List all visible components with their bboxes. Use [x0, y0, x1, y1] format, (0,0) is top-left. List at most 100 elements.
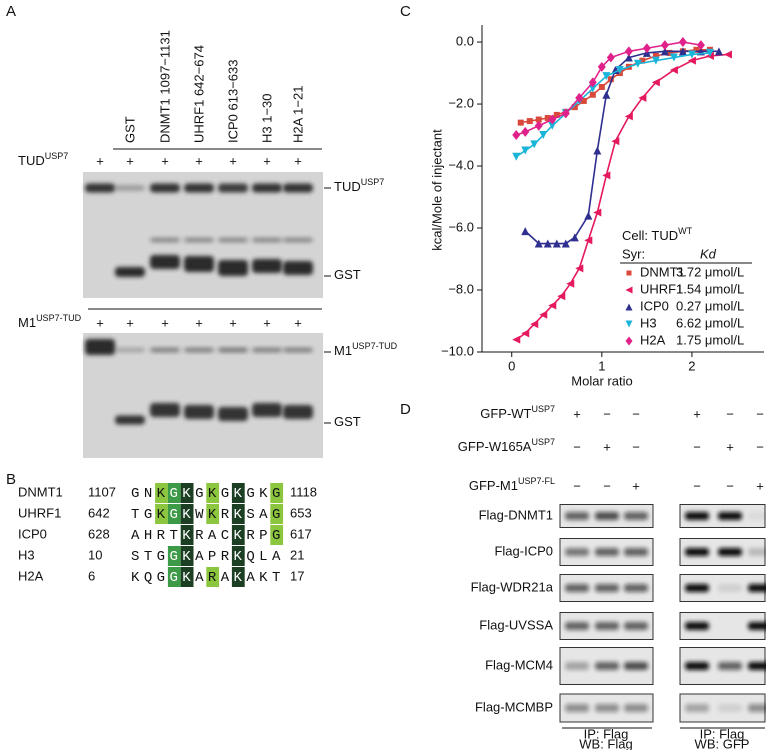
fit-line [520, 48, 710, 124]
gel-band [115, 347, 145, 353]
residue: K [234, 528, 247, 544]
residue: G [157, 570, 170, 586]
sign: − [693, 478, 701, 493]
panel-label: B [6, 471, 16, 488]
legend-kd: 6.62 μmol/L [676, 315, 744, 330]
residue: L [259, 549, 272, 565]
data-point [624, 46, 633, 57]
blot-band [595, 622, 619, 630]
band-label-main: TUD [334, 179, 361, 194]
footer-ip: IP: Flag [584, 726, 629, 741]
gel-band [150, 403, 180, 417]
gel-band [218, 237, 248, 243]
blot-band [624, 622, 648, 630]
sign: + [195, 315, 203, 330]
residue: A [195, 549, 208, 565]
data-point [693, 46, 700, 53]
gel-band [252, 183, 282, 193]
legend-marker [625, 303, 633, 311]
blot-band [595, 662, 619, 670]
residue: G [272, 486, 285, 502]
row-label-main: TUD [18, 153, 45, 168]
residue: K [259, 486, 272, 502]
legend-kd: 0.27 μmol/L [676, 298, 744, 313]
residue: A [195, 570, 208, 586]
legend-title-sup: WT [678, 226, 692, 236]
residue: A [246, 570, 259, 586]
sign: + [96, 315, 104, 330]
blot-band [595, 584, 619, 592]
data-point [512, 130, 521, 141]
blot-band [748, 548, 766, 556]
residue: A [221, 570, 234, 586]
data-point [642, 43, 651, 54]
data-point [517, 119, 524, 126]
sign: + [96, 153, 104, 168]
gel-band [218, 347, 248, 353]
residue: G [221, 486, 234, 502]
blot-band [685, 548, 709, 556]
data-point [678, 47, 687, 56]
gel-band [184, 183, 214, 193]
panel-label: A [6, 3, 16, 20]
protein-name: H3 [18, 547, 35, 562]
construct-label-sup: USP7 [531, 437, 555, 447]
gel-band [283, 405, 313, 419]
data-point [534, 239, 543, 248]
gel-band [150, 183, 180, 193]
start-residue: 1107 [88, 484, 116, 499]
gel-band [283, 261, 313, 275]
sequence: GNKGKGKGKGKG [131, 486, 285, 502]
data-point [723, 50, 732, 59]
blot-band [748, 704, 766, 712]
legend-marker [625, 286, 633, 294]
data-point [669, 53, 678, 62]
sign: − [756, 406, 764, 421]
blot-band [565, 704, 589, 712]
gel-band [218, 260, 248, 276]
legend-header: Syr: [622, 246, 645, 261]
sign: + [229, 153, 237, 168]
sign: − [603, 406, 611, 421]
sign: − [632, 439, 640, 454]
construct-label: GFP-WTUSP7 [480, 404, 555, 421]
legend-name: H3 [640, 315, 657, 330]
x-axis-title: Molar ratio [571, 373, 632, 388]
residue: T [131, 507, 144, 523]
construct-label-main: GFP-W165A [458, 439, 532, 454]
data-point [575, 92, 584, 103]
data-point [633, 59, 642, 68]
gel-band [115, 185, 145, 191]
legend-name: H2A [640, 332, 666, 347]
sign: + [603, 439, 611, 454]
highlight [270, 525, 284, 545]
residue: R [157, 528, 170, 544]
y-axis-title: kcal/Mole of injectant [429, 129, 444, 251]
gel-band [150, 347, 180, 353]
lane-label: H3 1−30 [259, 93, 274, 143]
data-point [705, 48, 714, 57]
residue: G [157, 549, 170, 565]
data-point [584, 211, 593, 220]
sign: + [195, 153, 203, 168]
lane-label: DNMT1 1097−1131 [157, 30, 172, 143]
blot-label: Flag-UVSSA [479, 617, 553, 632]
sign: + [161, 153, 169, 168]
highlight [231, 483, 245, 503]
data-point [652, 52, 659, 59]
construct-label: GFP-M1USP7-FL [469, 476, 555, 493]
construct-label-sup: USP7-FL [518, 476, 555, 486]
sign: − [726, 406, 734, 421]
residue: P [259, 528, 272, 544]
highlight [180, 483, 194, 503]
data-point [660, 40, 669, 51]
residue: S [131, 549, 144, 565]
gel-band [184, 405, 214, 419]
highlight [231, 546, 245, 566]
highlight [180, 525, 194, 545]
end-residue: 21 [290, 547, 304, 562]
residue: K [259, 570, 272, 586]
highlight [167, 504, 181, 524]
blot-band [595, 704, 619, 712]
sequence: AHRTKRACKRPG [131, 528, 285, 544]
